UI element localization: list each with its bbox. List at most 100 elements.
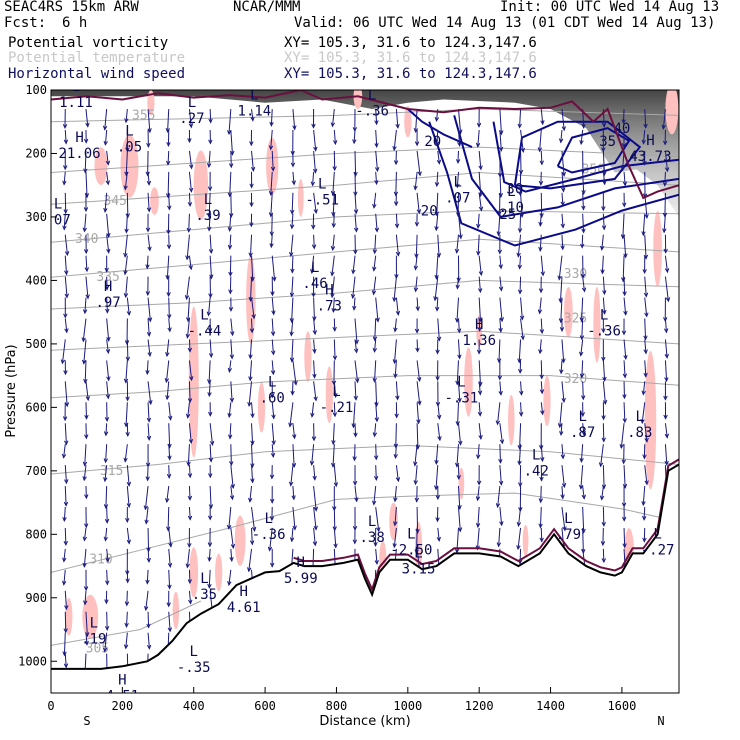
wind-vector: [292, 423, 296, 439]
wind-vector-head: [104, 518, 110, 524]
wind-vector-head: [125, 432, 130, 438]
wind-vector: [601, 234, 604, 250]
wind-vector-head: [372, 500, 377, 506]
pv-extremum-value: -.36: [252, 527, 286, 543]
wind-vector-head: [353, 249, 358, 255]
wind-vector: [270, 234, 273, 248]
wind-vector: [497, 213, 501, 236]
wind-vector-head: [84, 267, 89, 273]
wind-vector: [457, 129, 461, 146]
wind-vector: [249, 339, 253, 359]
wind-vector-head: [560, 223, 565, 229]
wind-vector-head: [539, 476, 544, 482]
pv-extremum: L.19: [81, 616, 106, 648]
wind-vector-head: [168, 542, 173, 548]
wind-vector-head: [559, 369, 564, 375]
wind-vector-head: [375, 317, 380, 323]
wind-vector-head: [230, 543, 236, 550]
wind-vector-head: [123, 293, 129, 299]
wind-vector: [561, 213, 564, 228]
wind-vector-head: [602, 399, 608, 405]
wind-vector-head: [642, 515, 647, 521]
wind-vector-head: [415, 347, 420, 353]
wind-vector: [251, 465, 254, 483]
wind-vector-head: [229, 397, 235, 403]
pv-extremum-value: .35: [192, 587, 217, 603]
wind-vector: [374, 234, 377, 254]
wind-vector-head: [622, 373, 628, 379]
x-tick-label: 1600: [607, 699, 636, 713]
wind-vector-head: [538, 221, 543, 227]
wind-vector: [188, 506, 191, 520]
wind-vector-head: [414, 253, 419, 259]
wind-vector-head: [662, 181, 668, 187]
wind-vector-head: [353, 209, 359, 215]
wind-vector-head: [562, 526, 567, 532]
wind-vector: [477, 129, 480, 147]
wind-vector-head: [82, 536, 88, 542]
wind-vector: [623, 548, 626, 569]
wind-vector: [126, 192, 129, 218]
wind-vector: [352, 255, 356, 274]
wind-vector-head: [289, 537, 295, 543]
wind-vector: [435, 213, 439, 231]
wind-vector: [416, 423, 419, 449]
pv-extremum-type: L: [318, 176, 326, 192]
pv-extremum-type: H: [325, 282, 333, 298]
wind-vector: [517, 234, 522, 257]
wind-vector: [496, 402, 501, 425]
wind-vector: [230, 339, 233, 359]
wind-vector: [580, 129, 584, 145]
wind-vector-head: [227, 226, 233, 232]
wind-vector-head: [206, 163, 212, 169]
wind-vector: [313, 129, 317, 151]
wind-vector: [291, 255, 294, 273]
wind-vector: [520, 297, 523, 320]
wind-vector-head: [641, 231, 646, 237]
wind-vector-head: [456, 212, 461, 218]
wind-vector: [436, 129, 439, 146]
wind-vector: [313, 360, 316, 378]
wind-vector: [374, 339, 377, 352]
pv-extremum-value: .73: [317, 298, 342, 314]
wind-vector-head: [392, 146, 397, 152]
x-axis-title: Distance (km): [319, 714, 410, 729]
wind-vector-head: [437, 436, 442, 442]
wind-vector: [354, 360, 359, 383]
pv-extremum: L-.36: [355, 90, 389, 119]
theta-contour: [51, 492, 679, 573]
wind-vector: [125, 360, 128, 383]
wind-vector: [519, 213, 522, 233]
wind-vector-head: [64, 270, 69, 276]
wind-vector-head: [82, 476, 87, 482]
wind-vector-head: [289, 224, 295, 230]
wind-vector-head: [458, 129, 463, 135]
theta-contour-label: 335: [96, 270, 119, 285]
wind-vector: [311, 255, 315, 274]
wind-vector-head: [125, 356, 131, 362]
wind-vector-head: [393, 521, 398, 527]
wind-vector: [248, 381, 253, 406]
wind-vector-head: [248, 497, 253, 503]
wind-vector-head: [146, 557, 151, 564]
wind-vector: [395, 213, 398, 228]
wind-vector-head: [477, 288, 483, 294]
wind-vector: [354, 339, 358, 353]
wind-vector: [188, 486, 191, 500]
wind-vector-head: [271, 440, 276, 446]
wind-vector-head: [123, 185, 128, 191]
pv-extremum-type: H: [646, 133, 654, 149]
wind-vector-head: [664, 377, 669, 383]
wind-speed-label: 25: [499, 207, 516, 223]
wind-vector: [209, 339, 212, 358]
wind-vector: [664, 150, 668, 172]
wind-vector-head: [82, 227, 87, 233]
wind-vector-head: [270, 331, 276, 337]
wind-vector: [106, 318, 110, 341]
wind-vector-head: [270, 498, 275, 504]
wind-vector-head: [228, 434, 233, 440]
pv-extremum-value: .97: [95, 295, 120, 311]
wind-vector-head: [433, 296, 438, 302]
wind-vector-head: [166, 141, 171, 147]
wind-vector-head: [312, 348, 317, 354]
